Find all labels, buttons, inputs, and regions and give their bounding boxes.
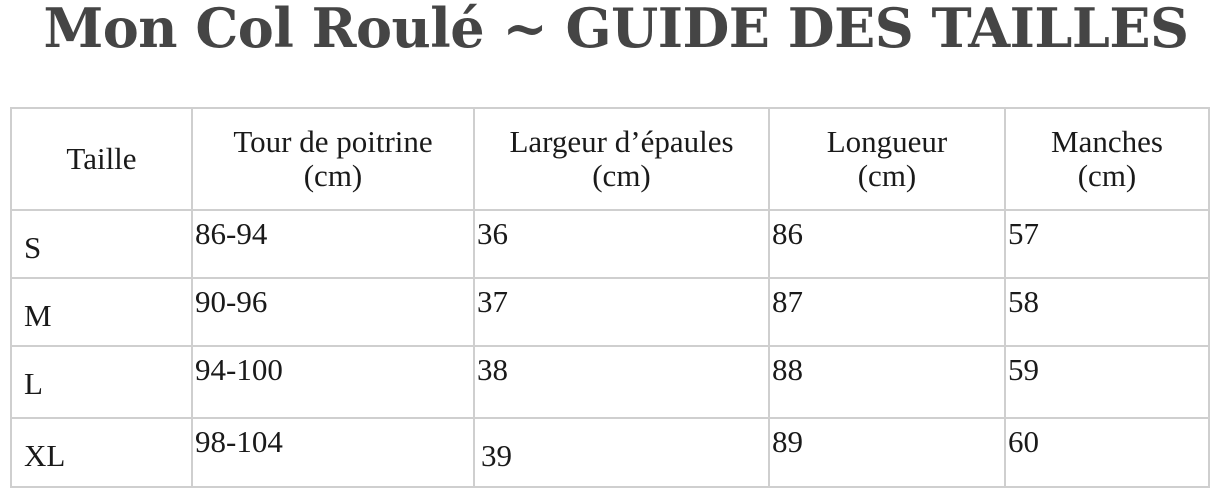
sleeves-cell: 60 <box>1004 417 1210 488</box>
shoulders-cell: 36 <box>473 209 770 279</box>
shoulders-value: 37 <box>477 284 508 319</box>
header-chest: Tour de poitrine (cm) <box>191 107 475 211</box>
length-value: 86 <box>772 216 803 251</box>
chest-value: 86-94 <box>195 216 268 251</box>
length-cell: 88 <box>768 345 1006 419</box>
size-value: XL <box>24 438 66 473</box>
shoulders-cell: 39 <box>473 417 770 488</box>
page-title: Mon Col Roulé ~ GUIDE DES TAILLES <box>43 0 1189 60</box>
header-length: Longueur (cm) <box>768 107 1006 211</box>
shoulders-cell: 37 <box>473 277 770 347</box>
sleeves-value: 58 <box>1008 284 1039 319</box>
header-shoulders: Largeur d’épaules (cm) <box>473 107 770 211</box>
sleeves-value: 60 <box>1008 424 1039 459</box>
size-guide-table: Taille Tour de poitrine (cm) Largeur d’ép… <box>10 107 1210 488</box>
length-value: 89 <box>772 424 803 459</box>
length-cell: 86 <box>768 209 1006 279</box>
size-cell: L <box>10 345 193 419</box>
header-label: Longueur <box>826 124 948 159</box>
length-value: 88 <box>772 352 803 387</box>
size-cell: XL <box>10 417 193 488</box>
table-row: M 90-96 37 87 58 <box>10 277 1210 347</box>
chest-value: 90-96 <box>195 284 268 319</box>
size-cell: M <box>10 277 193 347</box>
sleeves-cell: 57 <box>1004 209 1210 279</box>
header-label: Tour de poitrine <box>233 124 433 159</box>
size-cell: S <box>10 209 193 279</box>
table-row: L 94-100 38 88 59 <box>10 345 1210 419</box>
sleeves-cell: 59 <box>1004 345 1210 419</box>
header-unit: (cm) <box>1077 158 1137 193</box>
chest-cell: 90-96 <box>191 277 475 347</box>
table-header-row: Taille Tour de poitrine (cm) Largeur d’ép… <box>10 107 1210 211</box>
length-value: 87 <box>772 284 803 319</box>
header-label: Taille <box>66 141 137 176</box>
chest-value: 94-100 <box>195 352 283 387</box>
chest-cell: 98-104 <box>191 417 475 488</box>
header-unit: (cm) <box>857 158 917 193</box>
shoulders-value: 36 <box>477 216 508 251</box>
table-row: XL 98-104 39 89 60 <box>10 417 1210 488</box>
table-row: S 86-94 36 86 57 <box>10 209 1210 279</box>
header-label: Largeur d’épaules <box>509 124 734 159</box>
length-cell: 89 <box>768 417 1006 488</box>
chest-value: 98-104 <box>195 424 283 459</box>
sleeves-cell: 58 <box>1004 277 1210 347</box>
size-value: M <box>24 298 52 333</box>
size-value: L <box>24 366 43 401</box>
header-size: Taille <box>10 107 193 211</box>
shoulders-value: 38 <box>477 352 508 387</box>
shoulders-value: 39 <box>481 438 512 473</box>
chest-cell: 94-100 <box>191 345 475 419</box>
header-unit: (cm) <box>592 158 651 193</box>
shoulders-cell: 38 <box>473 345 770 419</box>
chest-cell: 86-94 <box>191 209 475 279</box>
header-label: Manches <box>1051 124 1163 159</box>
sleeves-value: 59 <box>1008 352 1039 387</box>
header-unit: (cm) <box>303 158 363 193</box>
length-cell: 87 <box>768 277 1006 347</box>
header-sleeves: Manches (cm) <box>1004 107 1210 211</box>
sleeves-value: 57 <box>1008 216 1039 251</box>
size-value: S <box>24 230 42 265</box>
